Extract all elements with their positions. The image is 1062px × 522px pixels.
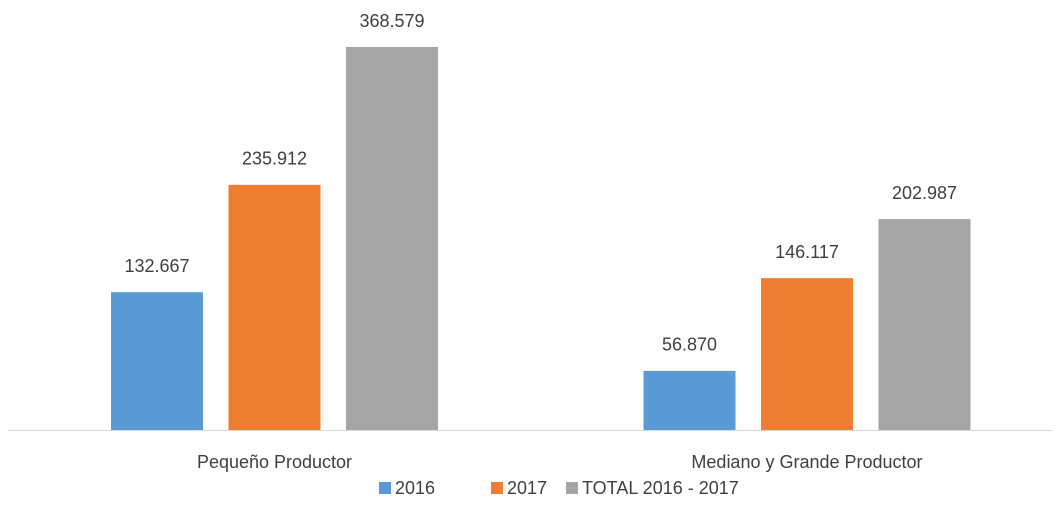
bar [643,370,736,430]
bar [111,292,203,430]
legend-swatch [379,482,391,494]
x-tick-label: Pequeño Productor [197,452,352,472]
legend-swatch [491,482,503,494]
bar [346,47,438,430]
data-label: 202.987 [892,183,957,203]
data-label: 235.912 [242,149,307,169]
data-label: 368.579 [359,11,424,31]
bar [878,219,971,430]
legend-label: 2016 [395,478,435,498]
legend-swatch [566,482,578,494]
bar [228,184,321,430]
x-tick-label: Mediano y Grande Productor [691,452,922,472]
data-label: 132.667 [124,256,189,276]
legend-label: TOTAL 2016 - 2017 [582,478,739,498]
data-label: 146.117 [775,242,839,262]
bar [761,278,853,430]
legend-label: 2017 [507,478,547,498]
data-label: 56.870 [662,335,717,355]
